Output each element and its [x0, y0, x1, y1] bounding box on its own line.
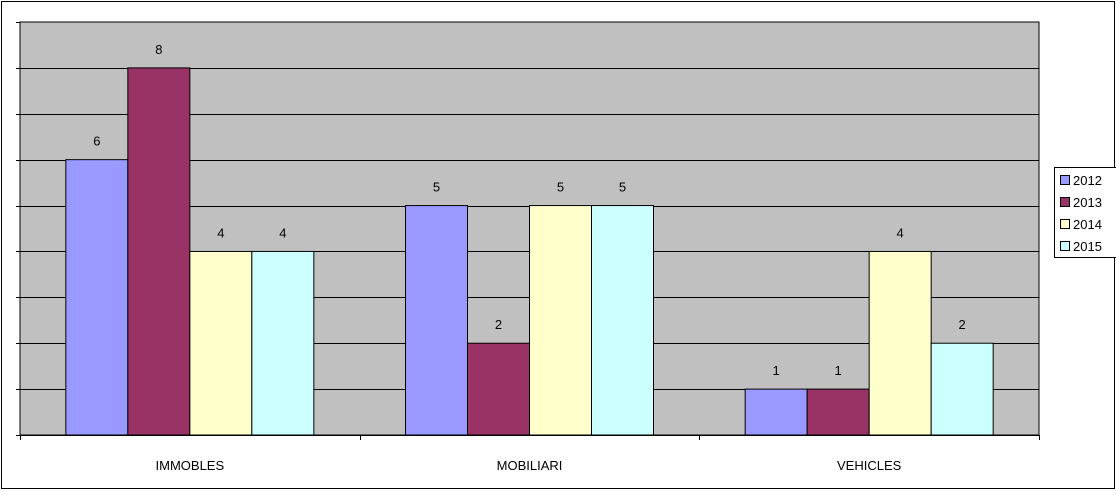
data-label: 4 [897, 225, 904, 240]
bar-2015-mobiliari [592, 206, 654, 435]
data-label: 1 [835, 363, 842, 378]
bar-2013-mobiliari [468, 343, 530, 435]
bar-2012-mobiliari [406, 206, 468, 435]
data-label: 4 [217, 225, 224, 240]
data-label: 5 [619, 180, 626, 195]
bar-2014-vehicles [869, 251, 931, 435]
data-label: 6 [93, 134, 100, 149]
bar-2015-immobles [252, 251, 314, 435]
bar-2013-immobles [128, 68, 190, 435]
data-label: 2 [959, 317, 966, 332]
bar-2012-vehicles [745, 389, 807, 435]
legend-label-2012: 2012 [1073, 173, 1102, 188]
legend-label-2013: 2013 [1073, 195, 1102, 210]
bar-2015-vehicles [931, 343, 993, 435]
legend-swatch-2014 [1061, 220, 1070, 229]
data-label: 5 [557, 180, 564, 195]
legend-swatch-2012 [1061, 176, 1070, 185]
bar-2013-vehicles [807, 389, 869, 435]
x-tick-label: IMMOBLES [156, 458, 225, 473]
bar-2012-immobles [66, 160, 128, 435]
data-label: 2 [495, 317, 502, 332]
legend-label-2014: 2014 [1073, 217, 1102, 232]
data-label: 4 [279, 225, 286, 240]
legend: 2012 2013 2014 2015 [1055, 168, 1116, 258]
x-tick-label: VEHICLES [837, 458, 902, 473]
data-label: 1 [773, 363, 780, 378]
data-label: 8 [155, 42, 162, 57]
legend-swatch-2013 [1061, 198, 1070, 207]
legend-label-2015: 2015 [1073, 239, 1102, 254]
x-tick-label: MOBILIARI [497, 458, 563, 473]
data-label: 5 [433, 180, 440, 195]
legend-swatch-2015 [1061, 242, 1070, 251]
bar-2014-mobiliari [530, 206, 592, 435]
bar-2014-immobles [190, 251, 252, 435]
